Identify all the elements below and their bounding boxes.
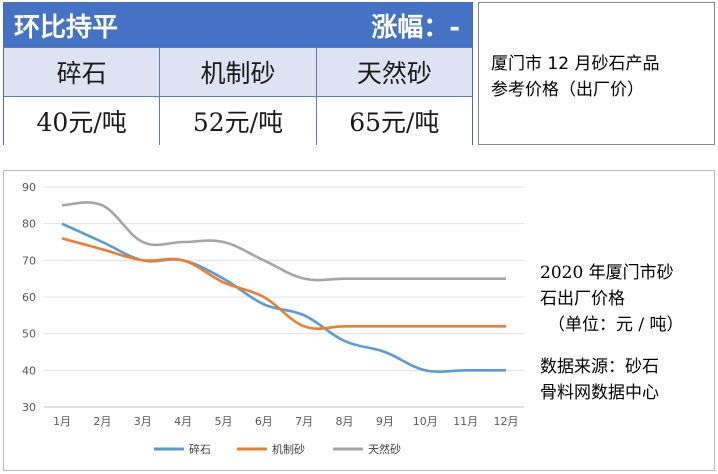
- chart-unit: （单位：元 / 吨）: [548, 315, 684, 335]
- y-tick-label: 30: [22, 401, 36, 414]
- y-tick-label: 70: [22, 254, 36, 267]
- growth-rate-label: 涨幅：-: [371, 13, 460, 43]
- mom-status-label: 环比持平: [14, 13, 119, 43]
- table-caption-line-2: 参考价格（出厂价）: [491, 80, 644, 100]
- x-tick-label: 12月: [494, 415, 519, 428]
- price-machine-sand: 52元/吨: [160, 96, 317, 145]
- series-line: [61, 222, 506, 374]
- price-table: 环比持平 涨幅：- 碎石 机制砂 天然砂 40元/吨 52元/吨 65元/吨: [3, 2, 473, 145]
- price-line-chart: 30 40 50 60 70 80 90 1月 2月 3月 4月 5月 6月 7月 8月 9月 10月 11月 12…: [22, 181, 524, 456]
- price-natural-sand: 65元/吨: [316, 96, 472, 145]
- y-tick-label: 60: [22, 291, 36, 304]
- x-tick-label: 11月: [453, 415, 478, 428]
- product-name-natural-sand: 天然砂: [316, 47, 472, 96]
- y-tick-label: 80: [22, 218, 36, 231]
- chart-title-line-2: 石出厂价格: [540, 289, 625, 309]
- chart-frame: 30 40 50 60 70 80 90 1月 2月 3月 4月 5月 6月 7月 8月 9月 10月 11月 12…: [3, 170, 715, 471]
- y-tick-label: 50: [22, 328, 36, 341]
- product-name-row: 碎石 机制砂 天然砂: [4, 47, 472, 96]
- x-tick-label: 2月: [93, 415, 111, 428]
- x-tick-label: 5月: [214, 415, 232, 428]
- x-tick-label: 9月: [376, 415, 394, 428]
- series-line: [61, 237, 506, 330]
- chart-title-line-1: 2020 年厦门市砂: [540, 263, 674, 283]
- x-tick-label: 7月: [295, 415, 313, 428]
- price-crushed-stone: 40元/吨: [4, 96, 161, 145]
- x-tick-label: 1月: [53, 415, 71, 428]
- series-line: [61, 201, 506, 282]
- x-tick-label: 6月: [255, 415, 273, 428]
- y-tick-label: 90: [22, 181, 36, 194]
- price-table-header: 环比持平 涨幅：-: [4, 3, 472, 47]
- legend-label: 天然砂: [368, 442, 401, 456]
- x-tick-label: 8月: [336, 415, 354, 428]
- chart-note: 2020 年厦门市砂 石出厂价格 （单位：元 / 吨） 数据来源：砂石 骨料网数…: [540, 260, 710, 406]
- data-source-line-2: 骨料网数据中心: [540, 383, 659, 403]
- legend-label: 机制砂: [272, 442, 305, 456]
- product-price-row: 40元/吨 52元/吨 65元/吨: [4, 96, 472, 145]
- x-tick-label: 10月: [413, 415, 438, 428]
- data-source-line-1: 数据来源：砂石: [540, 357, 659, 377]
- table-caption: 厦门市 12 月砂石产品 参考价格（出厂价）: [478, 2, 715, 145]
- y-tick-label: 40: [22, 364, 36, 377]
- product-name-machine-sand: 机制砂: [160, 47, 317, 96]
- legend-label: 碎石: [189, 442, 211, 456]
- product-name-crushed-stone: 碎石: [4, 47, 161, 96]
- x-tick-label: 3月: [134, 415, 152, 428]
- x-tick-label: 4月: [174, 415, 192, 428]
- table-caption-line-1: 厦门市 12 月砂石产品: [491, 54, 660, 74]
